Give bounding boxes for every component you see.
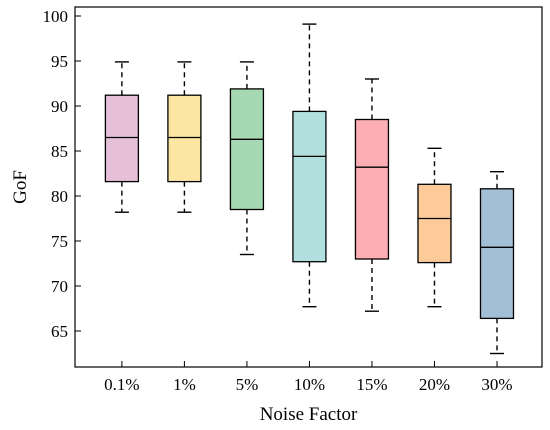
- iqr-box: [417, 183, 452, 264]
- iqr-box: [167, 94, 202, 183]
- iqr-box: [292, 110, 327, 263]
- x-tick-label: 10%: [294, 375, 325, 394]
- x-tick-label: 20%: [419, 375, 450, 394]
- y-axis: 65 70 75 80 85 90 95 100: [43, 7, 81, 341]
- x-tick-label: 5%: [236, 375, 259, 394]
- x-axis-title: Noise Factor: [260, 404, 358, 425]
- iqr-box: [104, 94, 140, 183]
- box-1%: [167, 61, 202, 213]
- y-tick-label: 75: [51, 232, 68, 251]
- y-tick-label: 90: [51, 97, 68, 116]
- x-tick-label: 30%: [481, 375, 512, 394]
- y-tick-label: 85: [51, 142, 68, 161]
- y-axis-title: GoF: [10, 170, 31, 204]
- x-tick-label: 1%: [173, 375, 196, 394]
- box-10%: [292, 23, 327, 308]
- y-tick-label: 65: [51, 322, 68, 341]
- boxes-group: [104, 23, 515, 355]
- y-tick-label: 80: [51, 187, 68, 206]
- x-tick-label: 15%: [356, 375, 387, 394]
- box-5%: [229, 61, 265, 256]
- plot-frame: [74, 6, 543, 368]
- box-30%: [479, 170, 515, 355]
- y-tick-label: 70: [51, 277, 68, 296]
- y-tick-label: 100: [43, 7, 69, 26]
- iqr-box: [229, 88, 265, 211]
- box-15%: [354, 78, 390, 312]
- x-axis: 0.1% 1% 5% 10% 15% 20% 30%: [104, 361, 513, 394]
- box-0.1%: [104, 61, 140, 213]
- box-20%: [417, 147, 452, 308]
- iqr-box: [479, 188, 515, 320]
- x-tick-label: 0.1%: [104, 375, 139, 394]
- y-tick-label: 95: [51, 52, 68, 71]
- iqr-box: [354, 118, 390, 260]
